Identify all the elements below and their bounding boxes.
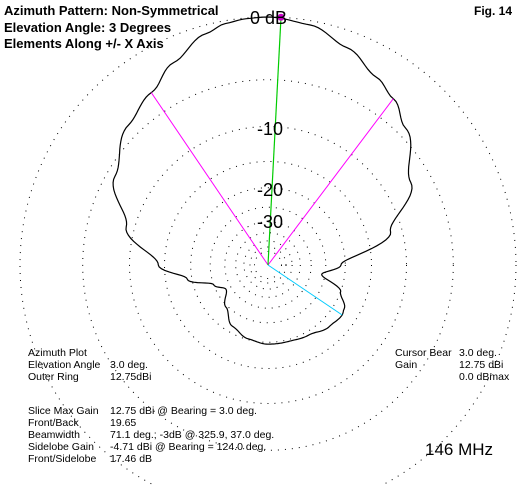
cursor-value: 12.75 dBi — [459, 359, 504, 371]
stats-value: 12.75 dBi @ Bearing = 3.0 deg. — [110, 405, 257, 417]
stats-table: Slice Max Gain 12.75 dBi @ Bearing = 3.0 … — [28, 405, 348, 465]
polar-grid — [19, 16, 517, 485]
grid-ring — [82, 79, 454, 451]
stats-row: Front/Back 19.65 — [28, 417, 348, 429]
stats-label: Front/Back — [28, 417, 79, 429]
grid-ring — [19, 16, 517, 485]
stats-row: Beamwidth 71.1 deg.; -3dB @ 325.9, 37.0 d… — [28, 429, 348, 441]
info-label: Azimuth Plot — [28, 347, 87, 359]
cursor-row: Cursor Bear 3.0 deg. — [395, 347, 525, 359]
beamwidth-line — [150, 92, 269, 266]
elevation-subtitle: Elevation Angle: 3 Degrees — [4, 20, 172, 35]
stats-value: 19.65 — [110, 417, 137, 429]
cursor-value: 0.0 dBmax — [459, 371, 510, 383]
info-row: Elevation Angle 3.0 deg. — [28, 359, 248, 371]
stats-label: Front/Sidelobe — [28, 453, 97, 465]
stats-value: -4.71 dBi @ Bearing = 124.0 deg. — [110, 441, 267, 453]
beamwidth-line — [267, 98, 394, 266]
sidelobe-line — [267, 264, 343, 316]
cursor-info: Cursor Bear 3.0 deg. Gain 12.75 dBi 0.0 dB… — [395, 347, 525, 383]
grid-ring — [224, 221, 312, 309]
cursor-line — [267, 17, 282, 266]
stats-label: Sidelobe Gain — [28, 441, 94, 453]
grid-ring — [249, 246, 287, 284]
grid-ring — [190, 187, 346, 343]
ring-label-0: 0 dB — [250, 8, 288, 28]
stats-label: Beamwidth — [28, 429, 80, 441]
stats-row: Front/Sidelobe 17.46 dB — [28, 453, 348, 465]
stats-label: Slice Max Gain — [28, 405, 99, 417]
info-row: Azimuth Plot — [28, 347, 248, 359]
grid-ring — [254, 251, 282, 279]
grid-ring — [129, 126, 407, 404]
cursor-label: Cursor Bear — [395, 347, 452, 359]
cursor-value: 3.0 deg. — [459, 347, 497, 359]
info-row: Outer Ring 12.75dBi — [28, 371, 248, 383]
ring-label-3: -30 — [257, 212, 284, 232]
info-value: 3.0 deg. — [110, 359, 148, 371]
stats-row: Slice Max Gain 12.75 dBi @ Bearing = 3.0 … — [28, 405, 348, 417]
ring-label-1: -10 — [257, 119, 284, 139]
cursor-row: 0.0 dBmax — [395, 371, 525, 383]
grid-ring — [235, 232, 301, 298]
cursor-marker — [277, 13, 285, 21]
info-value: 12.75dBi — [110, 371, 152, 383]
plot-title: Azimuth Pattern: Non-Symmetrical — [4, 3, 219, 18]
stats-row: Sidelobe Gain -4.71 dBi @ Bearing = 124.0… — [28, 441, 348, 453]
info-left: Azimuth Plot Elevation Angle 3.0 deg. Out… — [28, 347, 248, 383]
ring-label-2: -20 — [257, 180, 284, 200]
elements-subtitle: Elements Along +/- X Axis — [4, 36, 164, 51]
cursor-row: Gain 12.75 dBi — [395, 359, 525, 371]
pattern-marks — [112, 13, 413, 345]
info-label: Outer Ring — [28, 371, 79, 383]
info-label: Elevation Angle — [28, 359, 101, 371]
stats-value: 71.1 deg.; -3dB @ 325.9, 37.0 deg. — [110, 429, 275, 441]
figure-label: Fig. 14 — [473, 4, 512, 18]
grid-ring — [243, 240, 293, 290]
cursor-label: Gain — [395, 359, 418, 371]
frequency-label: 146 MHz — [425, 440, 494, 459]
stats-value: 17.46 dB — [110, 453, 153, 465]
grid-ring — [164, 161, 372, 369]
pattern-curve — [112, 16, 413, 345]
grid-ring — [209, 206, 327, 324]
